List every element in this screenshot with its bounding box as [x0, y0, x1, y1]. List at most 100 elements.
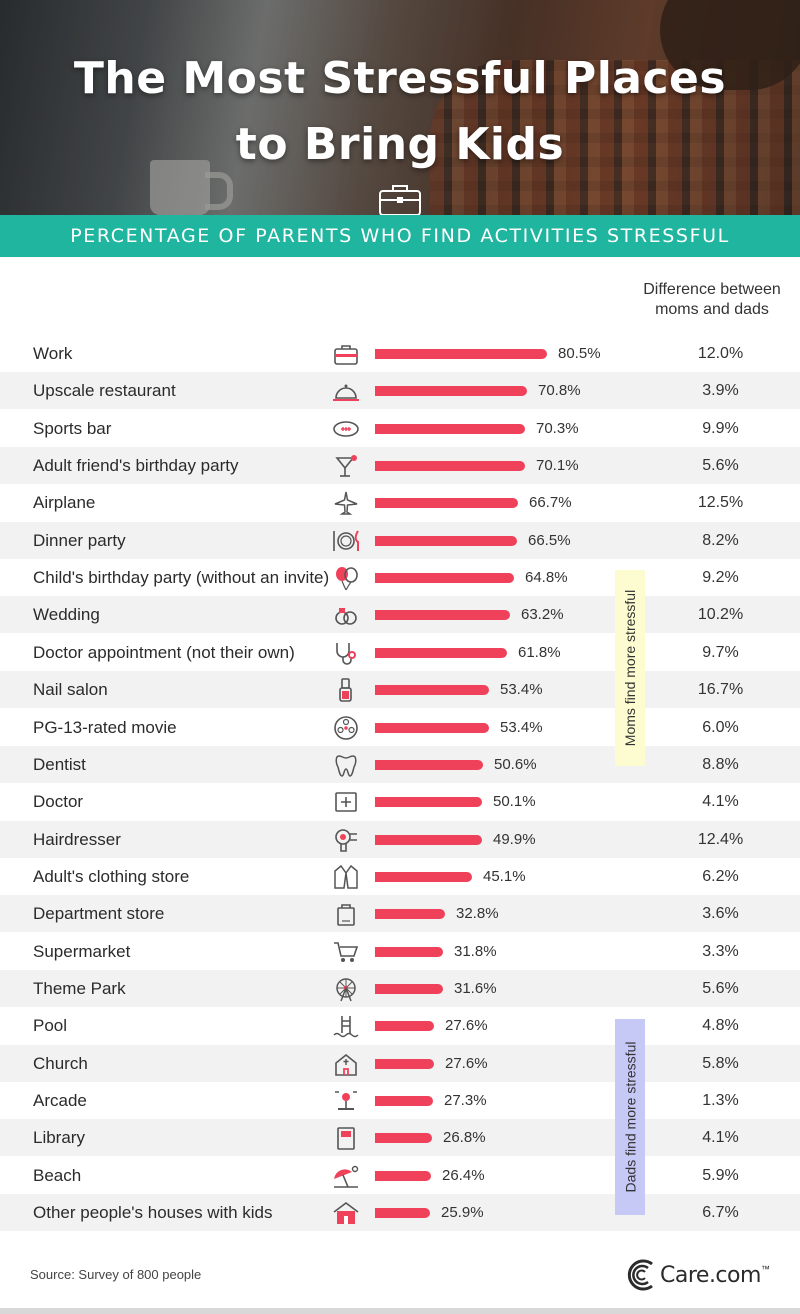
bar [375, 648, 507, 658]
row-label: Nail salon [33, 680, 108, 699]
subtitle-banner: PERCENTAGE OF PARENTS WHO FIND ACTIVITIE… [0, 215, 800, 257]
table-row: Church 27.6% [0, 1045, 800, 1082]
plate-icon [333, 530, 359, 551]
cloche-icon [333, 384, 359, 401]
bar [375, 685, 489, 695]
bar [375, 984, 443, 994]
row-label: Doctor [33, 792, 84, 811]
table-row: Work 80.5% [0, 335, 800, 372]
difference-cell: 12.5% [697, 494, 744, 511]
header-photo: The Most Stressful Places to Bring Kids [0, 0, 800, 215]
table-row: Hairdresser 49.9% [0, 821, 800, 858]
nail-polish-icon [339, 678, 352, 702]
bar-value-label: 26.8% [443, 1129, 486, 1146]
bar-value-label: 64.8% [525, 569, 568, 586]
bar-value-label: 61.8% [518, 644, 561, 661]
difference-column-header: Difference between moms and dads [643, 281, 781, 318]
bar [375, 1133, 432, 1143]
table-row: Theme Park 31.6% [0, 970, 800, 1007]
beach-umbrella-icon [334, 1165, 359, 1188]
bar-value-label: 70.8% [538, 382, 581, 399]
airplane-icon [334, 491, 358, 515]
row-label: Child's birthday party (without an invit… [33, 568, 330, 587]
football-icon [333, 421, 359, 437]
difference-cell: 9.2% [702, 569, 739, 586]
row-label: Beach [33, 1166, 82, 1185]
briefcase-icon [334, 345, 358, 365]
difference-cell: 3.3% [702, 943, 739, 960]
table-row: Nail salon 53.4% [0, 671, 800, 708]
difference-cell: 12.4% [697, 831, 744, 848]
table-row: Other people's houses with kids 25.9% [0, 1194, 800, 1231]
bar [375, 835, 482, 845]
bar [375, 498, 518, 508]
source-note: Source: Survey of 800 people [30, 1267, 202, 1282]
footer-divider [0, 1308, 800, 1314]
bar [375, 797, 482, 807]
difference-cell: 4.1% [702, 1129, 739, 1146]
logo-wordmark: Care.com [660, 1262, 761, 1288]
difference-cell: 5.9% [702, 1167, 739, 1184]
difference-cell: 10.2% [697, 606, 744, 623]
difference-cell: 4.1% [702, 793, 739, 810]
difference-cell: 5.6% [702, 457, 739, 474]
bar-value-label: 50.6% [494, 756, 537, 773]
bar [375, 872, 472, 882]
joystick-icon [335, 1091, 357, 1110]
row-label: Adult friend's birthday party [33, 456, 239, 475]
bar [375, 1021, 434, 1031]
difference-cell: 8.8% [702, 756, 739, 773]
row-label: Supermarket [33, 942, 131, 961]
jacket-icon [334, 864, 358, 889]
bar-value-label: 31.8% [454, 943, 497, 960]
table-row: Dinner party 66.5% [0, 522, 800, 559]
bar-value-label: 66.7% [529, 494, 572, 511]
row-label: Airplane [33, 493, 96, 512]
bar-value-label: 27.6% [445, 1055, 488, 1072]
row-label: Arcade [33, 1091, 87, 1110]
table-row: Child's birthday party (without an invit… [0, 559, 800, 596]
table-row: Upscale restaurant 70.8% [0, 372, 800, 409]
bar [375, 1096, 433, 1106]
table-row: Doctor appointment (not their own) 61.8% [0, 634, 800, 671]
table-row: Doctor 50.1% [0, 783, 800, 820]
table-row: Adult's clothing store 45.1% [0, 858, 800, 895]
bar [375, 1059, 434, 1069]
bar [375, 536, 517, 546]
difference-cell: 16.7% [697, 681, 744, 698]
tooth-icon [335, 755, 357, 777]
row-label: Pool [33, 1016, 68, 1035]
difference-cell: 5.8% [702, 1055, 739, 1072]
table-row: Adult friend's birthday party 70.1% [0, 447, 800, 484]
row-label: Hairdresser [33, 830, 121, 849]
difference-cell: 3.9% [702, 382, 739, 399]
row-label: PG-13-rated movie [33, 718, 177, 737]
bar-value-label: 25.9% [441, 1204, 484, 1221]
difference-cell: 8.2% [702, 532, 739, 549]
bar-value-label: 49.9% [493, 831, 536, 848]
ferris-wheel-icon [336, 978, 356, 1002]
bar [375, 610, 510, 620]
difference-cell: 6.0% [702, 719, 739, 736]
bar-value-label: 80.5% [558, 345, 601, 362]
bar-value-label: 53.4% [500, 681, 543, 698]
page-title-line-2: to Bring Kids [235, 119, 565, 170]
table-row: Wedding 63.2% [0, 596, 800, 633]
table-row: Department store 32.8% [0, 895, 800, 932]
bar [375, 573, 514, 583]
bar [375, 947, 443, 957]
difference-cell: 3.6% [702, 905, 739, 922]
table-row: Library 26.8% [0, 1119, 800, 1156]
row-label: Dinner party [33, 531, 126, 550]
row-label: Dentist [33, 755, 86, 774]
bar [375, 1171, 431, 1181]
row-label: Library [33, 1128, 85, 1147]
bar-value-label: 31.6% [454, 980, 497, 997]
row-label: Theme Park [33, 979, 126, 998]
row-label: Doctor appointment (not their own) [33, 643, 295, 662]
row-label: Wedding [33, 605, 100, 624]
bar [375, 723, 489, 733]
difference-cell: 6.2% [702, 868, 739, 885]
church-icon [335, 1053, 357, 1076]
moms-group-label: Moms find more stressful [615, 570, 645, 766]
